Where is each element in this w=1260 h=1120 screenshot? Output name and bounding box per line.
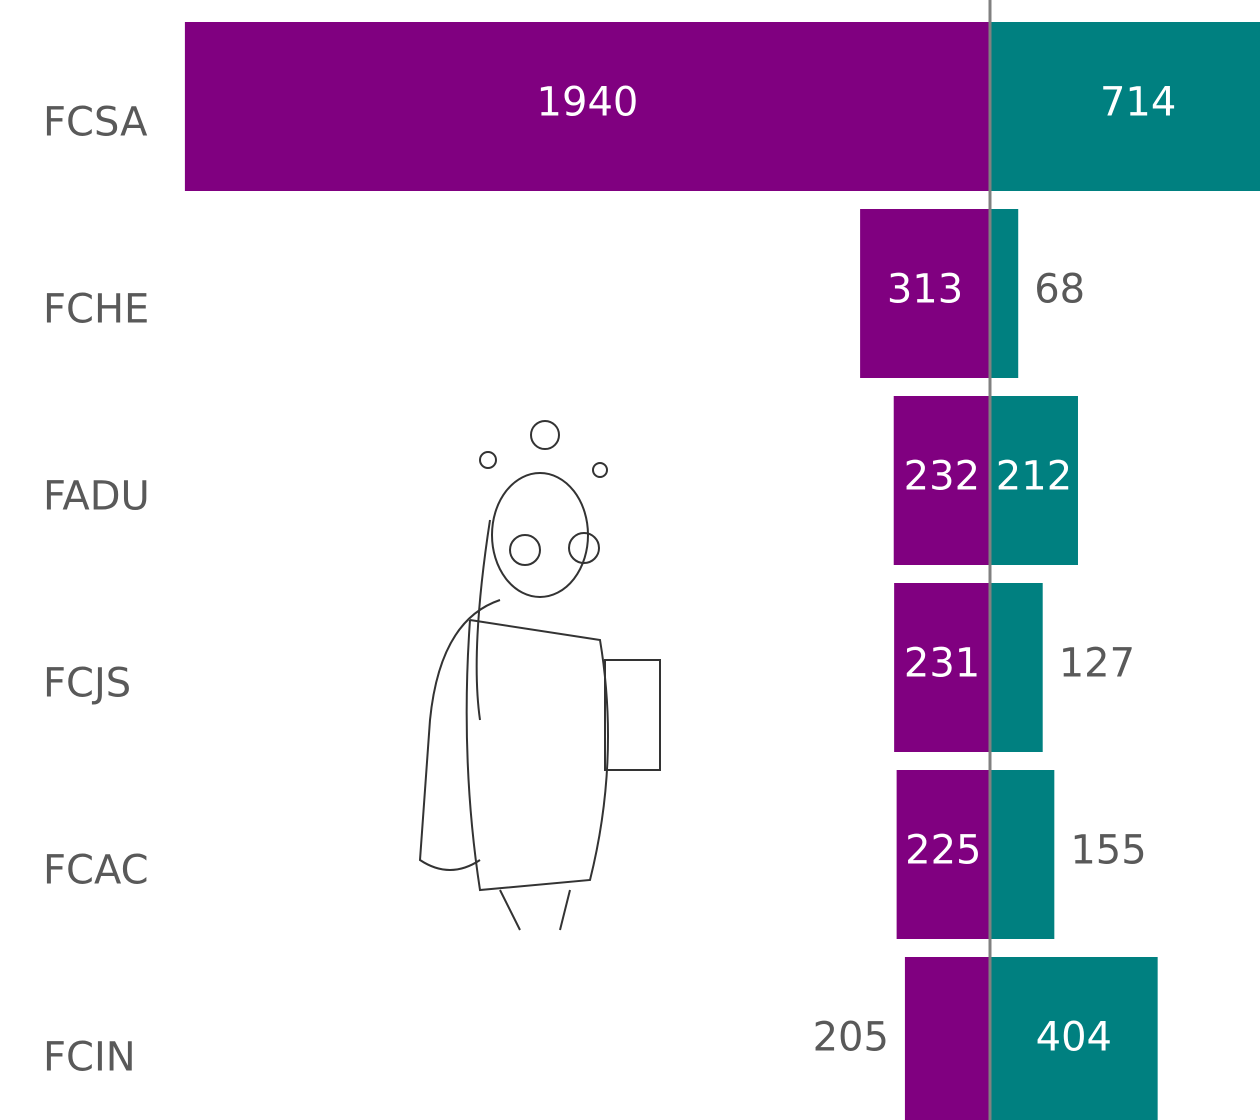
category-label: FCIN — [43, 1035, 136, 1081]
bar — [990, 209, 1018, 378]
bar — [905, 957, 990, 1120]
category-label: FADU — [43, 474, 150, 520]
value-label: 155 — [1070, 828, 1146, 874]
value-label: 404 — [1036, 1015, 1112, 1061]
page: Diverging bars {"chart_data": {"type": "… — [0, 0, 1260, 1120]
category-label: FCSA — [43, 100, 148, 146]
bar — [990, 770, 1054, 939]
body: FCSA 1940 714 FCHE 313 68 FADU 232 212 FCJS 231 127… — [0, 0, 1260, 1120]
value-label: 127 — [1059, 641, 1135, 687]
illustration — [420, 421, 660, 930]
category-label: FCJS — [43, 661, 131, 707]
value-label: 212 — [996, 454, 1072, 500]
bar — [990, 583, 1043, 752]
category-label: FCHE — [43, 287, 149, 333]
chart: FCSA 1940 714 FCHE 313 68 FADU 232 212 FCJS 231 127… — [0, 0, 1260, 1120]
value-label: 205 — [813, 1015, 889, 1061]
value-label: 313 — [887, 267, 963, 313]
value-label: 231 — [904, 641, 980, 687]
category-label: FCAC — [43, 848, 149, 894]
value-label: 68 — [1034, 267, 1085, 313]
value-label: 225 — [905, 828, 981, 874]
value-label: 1940 — [537, 80, 639, 126]
value-label: 714 — [1100, 80, 1176, 126]
value-label: 232 — [904, 454, 980, 500]
